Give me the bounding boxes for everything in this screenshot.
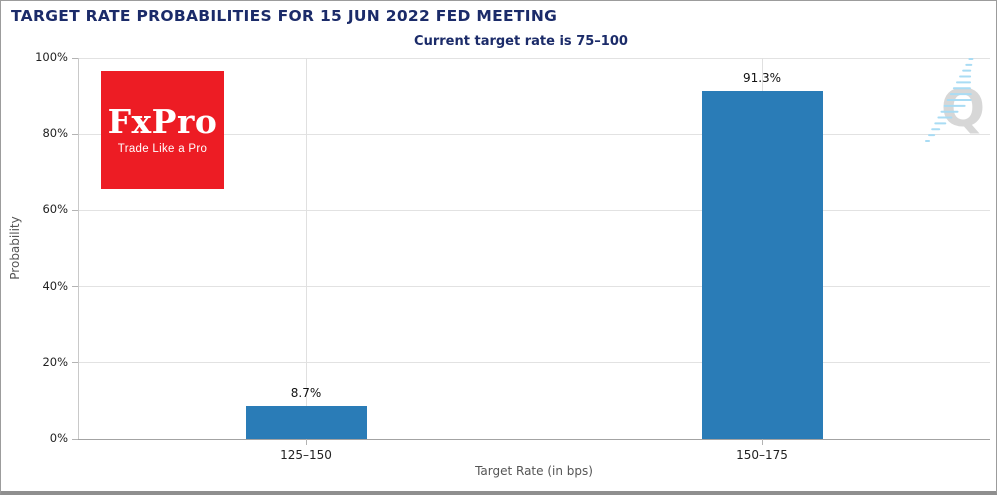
y-tick-label: 100% [35, 50, 68, 64]
y-tick-mark [72, 438, 78, 440]
y-tick-label: 20% [42, 354, 68, 369]
h-gridline [78, 209, 990, 211]
q-watermark-logo: Q [925, 57, 985, 142]
h-gridline [78, 57, 990, 59]
probability-bar[interactable] [701, 91, 823, 439]
fxpro-logo: FxPro Trade Like a Pro [101, 71, 224, 189]
probability-bar[interactable] [245, 405, 367, 439]
y-tick-mark [72, 133, 78, 135]
q-watermark-speed-lines [925, 57, 974, 142]
y-tick-label: 60% [42, 202, 68, 217]
x-tick-mark [761, 439, 763, 445]
category-gridline [305, 58, 307, 439]
y-tick-mark [72, 286, 78, 288]
bar-value-label: 8.7% [290, 385, 322, 400]
y-tick-label: 0% [49, 431, 68, 445]
x-tick-mark [305, 439, 307, 445]
chart-subtitle: Current target rate is 75–100 [414, 34, 628, 49]
fxpro-tagline: Trade Like a Pro [117, 143, 208, 155]
y-tick-label: 80% [42, 126, 68, 141]
y-tick-mark [72, 57, 78, 59]
x-tick-label: 150–175 [736, 448, 788, 462]
chart-title: TARGET RATE PROBABILITIES FOR 15 JUN 202… [11, 7, 558, 25]
fxpro-wordmark: FxPro [107, 102, 218, 141]
y-tick-mark [72, 209, 78, 211]
y-axis-line [78, 58, 79, 439]
h-gridline [78, 362, 990, 364]
y-tick-label: 40% [42, 278, 68, 293]
h-gridline [78, 133, 990, 135]
y-axis-title: Probability [8, 216, 22, 280]
x-axis-title: Target Rate (in bps) [475, 464, 593, 478]
h-gridline [78, 286, 990, 288]
bar-value-label: 91.3% [742, 71, 782, 86]
y-tick-mark [72, 362, 78, 364]
x-tick-label: 125–150 [280, 448, 332, 462]
x-axis-line [78, 438, 990, 440]
